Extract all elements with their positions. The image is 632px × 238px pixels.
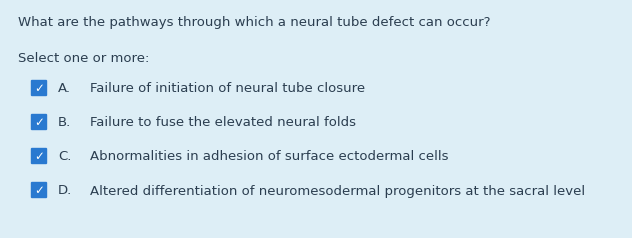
Text: ✓: ✓	[34, 184, 44, 197]
FancyBboxPatch shape	[31, 148, 47, 164]
Text: Select one or more:: Select one or more:	[18, 52, 149, 65]
Text: ✓: ✓	[34, 116, 44, 129]
Text: C.: C.	[58, 150, 71, 164]
Text: Failure of initiation of neural tube closure: Failure of initiation of neural tube clo…	[90, 83, 365, 95]
Text: Failure to fuse the elevated neural folds: Failure to fuse the elevated neural fold…	[90, 116, 356, 129]
FancyBboxPatch shape	[31, 114, 47, 130]
Text: A.: A.	[58, 83, 71, 95]
FancyBboxPatch shape	[31, 182, 47, 198]
Text: ✓: ✓	[34, 150, 44, 163]
Text: ✓: ✓	[34, 82, 44, 95]
Text: D.: D.	[58, 184, 72, 198]
FancyBboxPatch shape	[31, 80, 47, 96]
Text: B.: B.	[58, 116, 71, 129]
Text: Abnormalities in adhesion of surface ectodermal cells: Abnormalities in adhesion of surface ect…	[90, 150, 449, 164]
Text: What are the pathways through which a neural tube defect can occur?: What are the pathways through which a ne…	[18, 16, 490, 29]
Text: Altered differentiation of neuromesodermal progenitors at the sacral level: Altered differentiation of neuromesoderm…	[90, 184, 585, 198]
